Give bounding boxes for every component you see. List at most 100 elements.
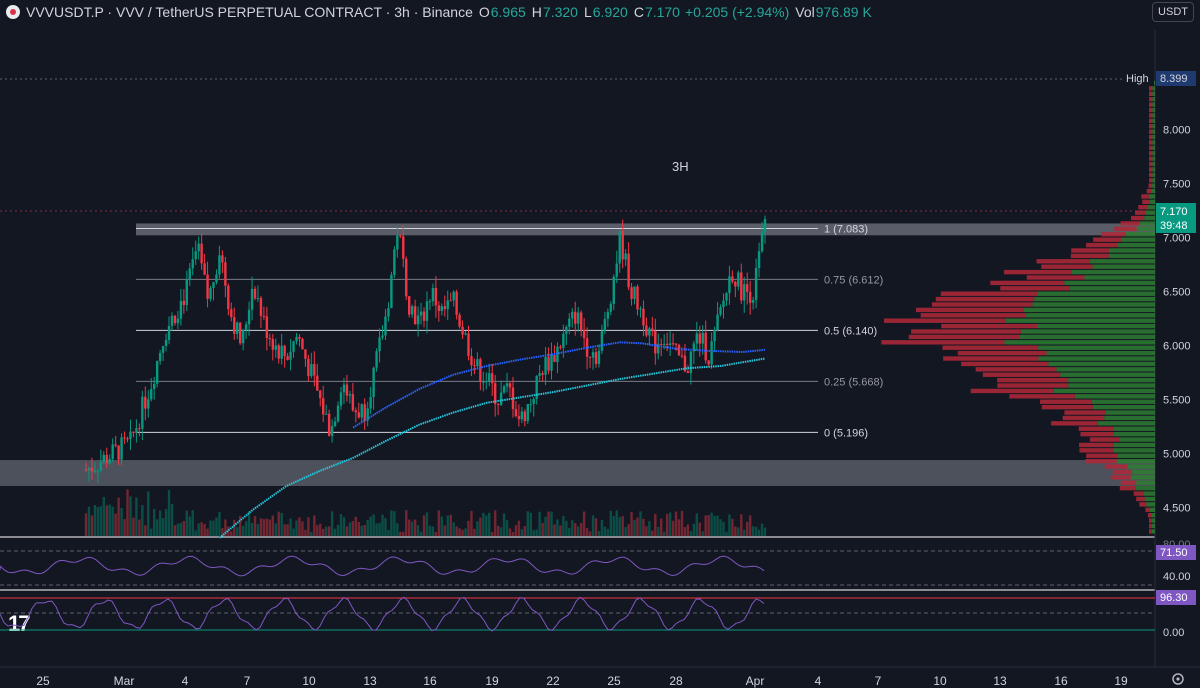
candle-body <box>674 343 678 345</box>
volume-bar <box>763 527 767 536</box>
volume-bar <box>120 507 123 536</box>
volume-bar <box>244 521 248 536</box>
volume-bar <box>396 523 399 536</box>
volume-bar <box>556 519 559 536</box>
profile-bar-buy <box>1068 383 1155 388</box>
profile-bar-sell <box>1036 259 1090 264</box>
volume-bar <box>324 526 328 536</box>
candle-body <box>493 383 497 404</box>
profile-bar-sell <box>1026 275 1085 280</box>
candle-body <box>416 315 420 325</box>
volume-bar <box>431 526 435 536</box>
profile-bar-buy <box>1152 102 1155 107</box>
volume-bar <box>126 489 129 536</box>
candle-body <box>725 293 728 301</box>
candle-body <box>176 318 180 324</box>
profile-bar-sell <box>1041 264 1093 269</box>
profile-bar-sell <box>957 350 1047 356</box>
volume-bar <box>464 528 467 536</box>
volume-bar <box>230 531 233 536</box>
volume-bar <box>615 510 618 536</box>
profile-bar-sell <box>943 356 1039 361</box>
candle-body <box>123 437 126 439</box>
volume-bar <box>399 531 402 536</box>
profile-bar-sell <box>935 296 1035 302</box>
profile-bar-sell <box>881 340 1005 345</box>
candle-body <box>410 306 414 315</box>
volume-bar <box>473 528 476 536</box>
profile-bar-sell <box>1041 404 1093 410</box>
gear-icon[interactable] <box>1172 673 1184 685</box>
volume-bar <box>413 519 417 536</box>
volume-bar <box>289 518 292 536</box>
profile-bar-buy <box>1152 156 1155 161</box>
volume-bar <box>574 523 577 536</box>
volume-bar <box>562 515 565 536</box>
candle-body <box>491 373 494 384</box>
candle-body <box>624 253 627 260</box>
profile-bar-buy <box>1023 307 1155 313</box>
volume-bar <box>719 519 722 536</box>
volume-bar <box>363 524 366 536</box>
volume-bar <box>182 521 186 536</box>
profile-bar-buy <box>1152 145 1155 151</box>
profile-bar-buy <box>1037 291 1155 296</box>
volume-bar <box>731 518 734 536</box>
candle-body <box>698 333 701 344</box>
symbol-title[interactable]: VVVUSDT.P · VVV / TetherUS PERPETUAL CON… <box>26 4 473 20</box>
volume-bar <box>630 512 633 536</box>
candle-body <box>117 445 120 460</box>
candle-body <box>250 288 254 310</box>
candle-body <box>304 349 307 359</box>
rsi-line <box>0 555 765 577</box>
profile-bar-sell <box>1009 394 1075 399</box>
profile-bar-sell <box>1085 458 1117 464</box>
profile-bar-sell <box>1149 161 1153 167</box>
profile-bar-buy <box>1019 334 1155 340</box>
high-label: H <box>531 4 542 20</box>
volume-bar <box>648 521 651 536</box>
candle-body <box>535 375 538 400</box>
volume-bar <box>262 519 266 536</box>
profile-bar-sell <box>911 329 1021 334</box>
volume-bar <box>713 515 716 536</box>
profile-bar-buy <box>1074 394 1155 399</box>
profile-bar-buy <box>1152 91 1155 97</box>
fib-label: 1 (7.083) <box>824 224 868 236</box>
candle-body <box>648 328 651 336</box>
candle-body <box>541 373 544 375</box>
candle-body <box>342 384 346 393</box>
candle-body <box>357 412 360 418</box>
profile-bar-sell <box>970 388 1054 394</box>
currency-button[interactable]: USDT <box>1152 2 1194 22</box>
price-tick: 5.500 <box>1163 395 1191 407</box>
volume-bar <box>728 514 731 536</box>
volume-bar <box>654 513 657 536</box>
volume-bar <box>668 512 672 536</box>
volume-bar <box>520 529 524 536</box>
candle-body <box>405 258 408 297</box>
profile-bar-buy <box>1120 237 1155 242</box>
last-price-countdown: 39:48 <box>1160 220 1188 232</box>
tradingview-logo[interactable]: 17 <box>8 611 31 636</box>
volume-bar <box>407 519 411 536</box>
volume-bar <box>458 528 461 536</box>
candle-body <box>574 311 577 324</box>
volume-bar <box>639 511 642 536</box>
volume-bar <box>517 520 521 536</box>
profile-bar-sell <box>1149 91 1153 97</box>
volume-bar <box>354 516 358 536</box>
candle-body <box>440 306 444 311</box>
change-value: +0.205 (+2.94%) <box>684 4 790 20</box>
volume-bar <box>268 519 272 536</box>
candle-body <box>292 341 295 352</box>
candle-body <box>488 373 491 381</box>
candle-body <box>425 301 429 321</box>
candle-body <box>737 272 740 287</box>
candle-body <box>188 268 191 280</box>
price-tick: 8.500 <box>1163 70 1191 82</box>
candle-body <box>683 355 687 372</box>
candle-body <box>185 279 189 306</box>
moving-average-line <box>352 341 766 429</box>
